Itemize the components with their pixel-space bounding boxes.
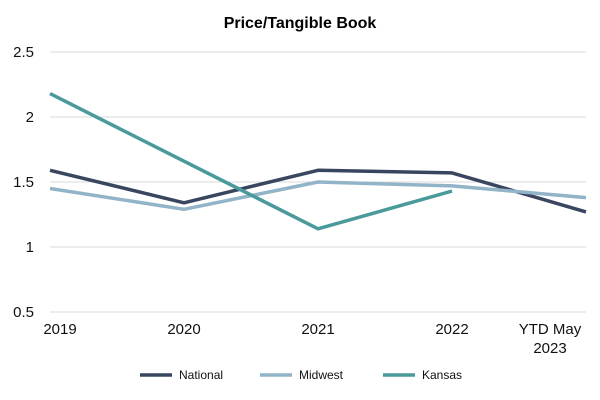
y-tick-label: 0.5 [13, 304, 34, 321]
x-tick-label: 2021 [301, 321, 334, 338]
x-tick-label: 2020 [167, 321, 200, 338]
legend: National Midwest Kansas [140, 368, 462, 382]
y-tick-label: 1.5 [13, 174, 34, 191]
x-tick-label: 2022 [435, 321, 468, 338]
y-tick-label: 2.5 [13, 44, 34, 61]
chart-title: Price/Tangible Book [224, 15, 377, 32]
legend-label-midwest: Midwest [299, 368, 344, 382]
x-tick-label: YTD May [519, 321, 582, 338]
series-line-kansas [49, 92, 453, 231]
x-tick-label: 2023 [533, 340, 566, 357]
x-tick-label: 2019 [43, 321, 76, 338]
x-axis-ticks: 2019 2020 2021 2022 YTD May 2023 [43, 321, 581, 357]
series-line-midwest [49, 180, 587, 212]
series-line-national [49, 168, 587, 214]
legend-label-kansas: Kansas [422, 368, 462, 382]
y-axis-ticks: 0.5 1 1.5 2 2.5 [13, 44, 34, 321]
legend-label-national: National [179, 368, 223, 382]
y-tick-label: 1 [26, 239, 34, 256]
y-tick-label: 2 [26, 109, 34, 126]
series-lines [49, 92, 587, 231]
